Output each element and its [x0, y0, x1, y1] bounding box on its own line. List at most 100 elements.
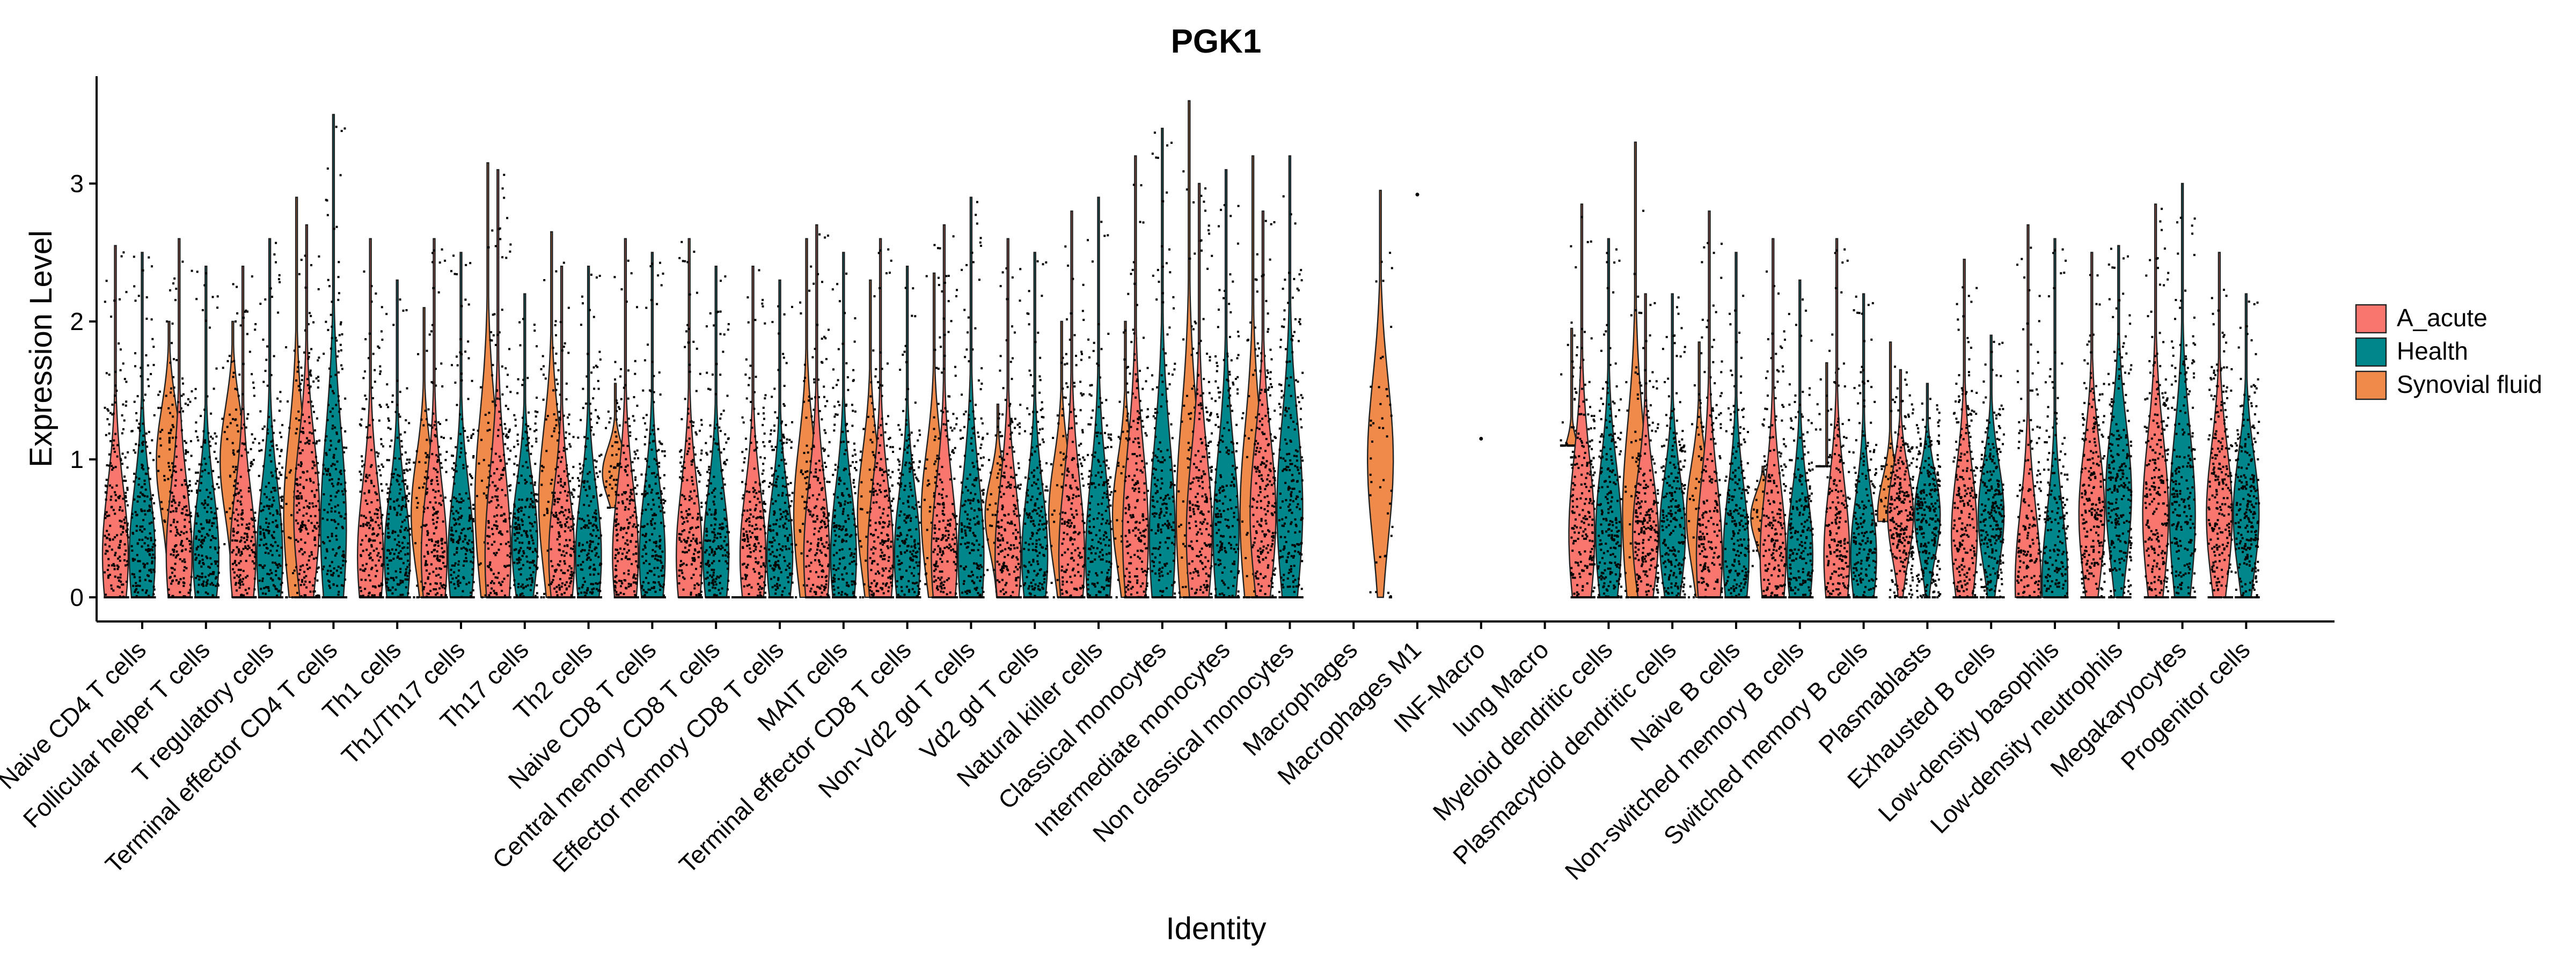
- data-point: [438, 459, 440, 462]
- data-point: [138, 429, 141, 432]
- data-point: [400, 507, 403, 510]
- data-point: [653, 503, 655, 506]
- data-point: [408, 492, 411, 495]
- data-point: [176, 531, 179, 533]
- data-point: [148, 504, 151, 507]
- data-point: [552, 575, 555, 577]
- data-point: [560, 460, 562, 463]
- data-point: [109, 574, 111, 576]
- data-point: [614, 484, 617, 486]
- data-point: [334, 506, 336, 508]
- data-point: [104, 517, 107, 519]
- data-point: [600, 562, 603, 565]
- data-point: [148, 256, 150, 259]
- data-point: [236, 487, 238, 490]
- data-point: [118, 342, 120, 345]
- data-point: [581, 471, 584, 473]
- data-point: [584, 402, 587, 405]
- data-point: [650, 448, 653, 451]
- data-point: [404, 596, 407, 598]
- data-point: [335, 339, 338, 342]
- data-point: [524, 482, 526, 485]
- data-point: [435, 596, 437, 598]
- data-point: [541, 470, 544, 472]
- data-point: [322, 596, 325, 598]
- data-point: [370, 464, 373, 466]
- data-point: [561, 511, 564, 514]
- data-point: [629, 435, 632, 437]
- data-point: [620, 466, 623, 469]
- data-point: [399, 594, 402, 596]
- data-point: [328, 479, 331, 481]
- data-point: [517, 523, 519, 526]
- data-point: [280, 496, 282, 499]
- data-point: [307, 323, 310, 326]
- data-point: [379, 365, 382, 368]
- data-point: [303, 576, 305, 579]
- data-point: [369, 524, 371, 526]
- data-point: [451, 529, 453, 532]
- data-point: [180, 407, 182, 409]
- data-point: [617, 494, 620, 496]
- data-point: [335, 225, 338, 228]
- data-point: [244, 541, 246, 544]
- data-point: [149, 506, 151, 508]
- data-point: [202, 503, 205, 506]
- data-point: [452, 596, 455, 598]
- data-point: [274, 596, 277, 598]
- data-point: [529, 428, 531, 430]
- data-point: [272, 579, 274, 582]
- data-point: [521, 592, 524, 595]
- data-point: [272, 514, 275, 516]
- data-point: [500, 473, 503, 476]
- data-point: [521, 596, 524, 598]
- data-point: [170, 476, 173, 479]
- data-point: [393, 473, 396, 475]
- data-point: [485, 494, 488, 497]
- data-point: [610, 465, 612, 467]
- data-point: [240, 513, 243, 516]
- data-point: [340, 567, 342, 569]
- data-point: [245, 426, 247, 429]
- data-point: [276, 526, 279, 529]
- data-point: [570, 596, 573, 598]
- data-point: [250, 465, 252, 467]
- data-point: [214, 560, 216, 563]
- data-point: [505, 543, 507, 545]
- data-point: [396, 557, 399, 559]
- data-point: [399, 433, 402, 436]
- data-point: [625, 470, 627, 473]
- data-point: [150, 539, 152, 541]
- data-point: [596, 596, 598, 598]
- data-point: [430, 440, 433, 442]
- data-point: [331, 561, 333, 564]
- data-point: [634, 476, 637, 479]
- data-point: [594, 548, 596, 551]
- data-point: [368, 424, 371, 427]
- data-point: [472, 518, 474, 521]
- data-point: [141, 450, 143, 453]
- data-point: [201, 502, 203, 505]
- data-point: [619, 547, 622, 550]
- data-point: [627, 484, 629, 487]
- data-point: [514, 419, 517, 421]
- data-point: [606, 507, 609, 509]
- data-point: [405, 463, 408, 465]
- data-point: [631, 499, 634, 501]
- data-point: [262, 380, 265, 383]
- data-point: [122, 583, 125, 586]
- data-point: [627, 582, 630, 585]
- data-point: [185, 451, 187, 453]
- data-point: [312, 442, 315, 444]
- data-point: [519, 558, 522, 561]
- data-point: [435, 512, 438, 515]
- data-point: [450, 533, 453, 536]
- data-point: [404, 479, 407, 481]
- data-point: [435, 594, 437, 596]
- data-point: [264, 370, 267, 372]
- data-point: [321, 568, 324, 570]
- data-point: [380, 438, 383, 441]
- data-point: [308, 559, 310, 562]
- data-point: [268, 573, 270, 576]
- data-point: [299, 389, 302, 391]
